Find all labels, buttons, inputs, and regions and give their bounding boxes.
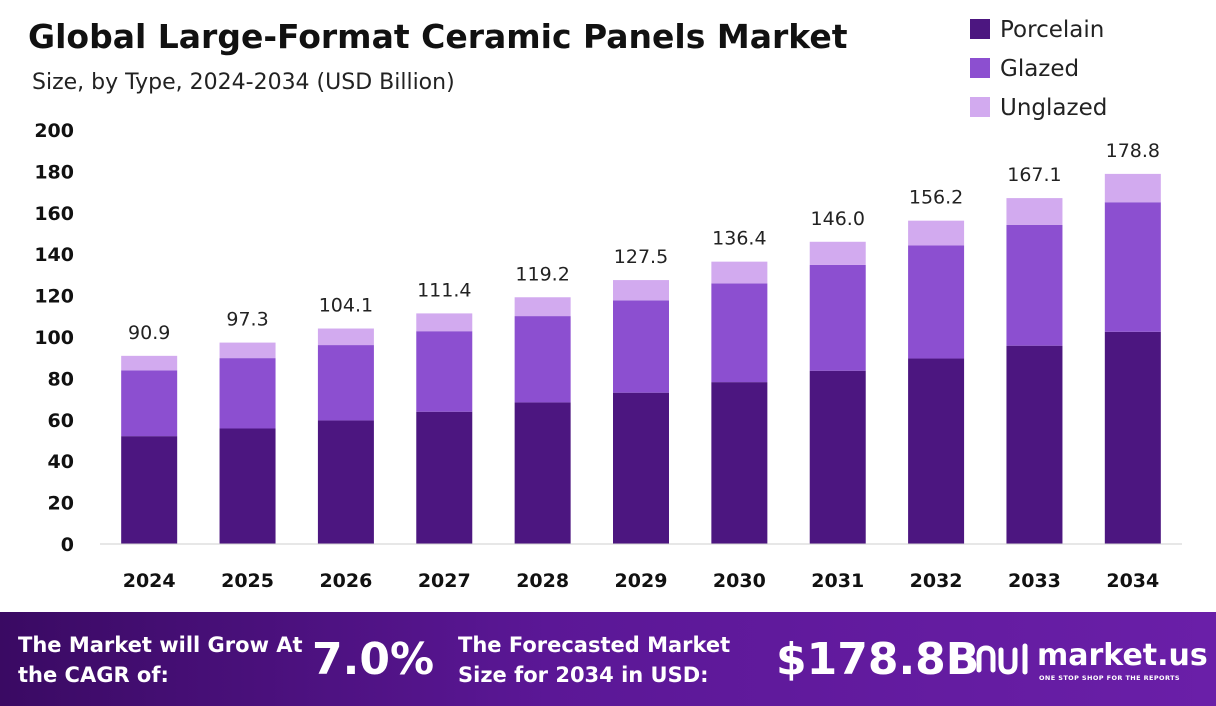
bar-glazed-2032 xyxy=(908,245,965,359)
bar-unglazed-2029 xyxy=(613,280,669,301)
total-label-2032: 156.2 xyxy=(909,187,963,209)
x-axis: 2024 2025 2026 2027 2028 2029 2030 2031 2032 2033… xyxy=(123,570,1160,592)
bar-unglazed-2033 xyxy=(1006,198,1063,225)
bar-unglazed-2024 xyxy=(121,355,178,371)
bar-porcelain-2025 xyxy=(219,428,276,544)
bar-porcelain-2030 xyxy=(711,382,768,544)
bar-porcelain-2034 xyxy=(1104,331,1161,544)
total-label-2028: 119.2 xyxy=(515,263,569,285)
y-tick-label: 20 xyxy=(48,493,74,515)
bar-glazed-2031 xyxy=(809,264,866,371)
bar-porcelain-2024 xyxy=(121,436,178,544)
bar-porcelain-2026 xyxy=(317,420,374,544)
total-label-2027: 111.4 xyxy=(417,279,471,301)
bar-unglazed-2030 xyxy=(711,261,768,284)
market-us-logo-icon xyxy=(976,643,1028,675)
bar-unglazed-2034 xyxy=(1104,173,1161,203)
bar-porcelain-2032 xyxy=(908,358,965,544)
x-tick-label: 2034 xyxy=(1106,570,1159,592)
bar-porcelain-2027 xyxy=(416,411,473,544)
bars xyxy=(121,173,1161,544)
total-label-2033: 167.1 xyxy=(1007,164,1061,186)
bar-glazed-2034 xyxy=(1104,202,1161,332)
cagr-value: 7.0% xyxy=(312,634,435,685)
bar-glazed-2029 xyxy=(613,300,669,393)
market-us-logo[interactable]: market.us ONE STOP SHOP FOR THE REPORTS xyxy=(975,638,1208,688)
chart-subtitle: Size, by Type, 2024-2034 (USD Billion) xyxy=(32,70,455,95)
bar-unglazed-2027 xyxy=(416,313,473,332)
legend-swatch-porcelain xyxy=(970,19,990,39)
total-label-2024: 90.9 xyxy=(128,322,170,344)
y-tick-label: 80 xyxy=(48,368,74,390)
bar-glazed-2030 xyxy=(711,283,768,383)
x-tick-label: 2030 xyxy=(713,570,766,592)
total-label-2030: 136.4 xyxy=(712,228,766,250)
x-tick-label: 2032 xyxy=(910,570,963,592)
y-tick-label: 200 xyxy=(34,120,74,142)
bar-porcelain-2031 xyxy=(809,370,866,544)
legend-label-unglazed: Unglazed xyxy=(1000,95,1107,121)
y-axis: 0 20 40 60 80 100 120 140 160 180 200 xyxy=(34,120,74,556)
bar-glazed-2024 xyxy=(121,370,178,437)
logo-tagline: ONE STOP SHOP FOR THE REPORTS xyxy=(1039,674,1180,682)
total-label-2031: 146.0 xyxy=(811,208,865,230)
bar-unglazed-2028 xyxy=(514,297,571,317)
x-tick-label: 2033 xyxy=(1008,570,1061,592)
bar-glazed-2027 xyxy=(416,331,473,412)
y-tick-label: 120 xyxy=(34,286,74,308)
forecast-value: $178.8B xyxy=(776,634,980,685)
x-tick-label: 2024 xyxy=(123,570,176,592)
y-tick-label: 40 xyxy=(48,451,74,473)
total-labels: 90.9 97.3 104.1 111.4 119.2 127.5 136.4 146.0 15… xyxy=(128,140,1160,344)
legend-label-glazed: Glazed xyxy=(1000,56,1079,82)
x-tick-label: 2028 xyxy=(516,570,569,592)
y-tick-label: 180 xyxy=(34,161,74,183)
total-label-2034: 178.8 xyxy=(1106,140,1160,162)
legend-swatch-unglazed xyxy=(970,97,990,117)
x-tick-label: 2027 xyxy=(418,570,471,592)
bar-porcelain-2028 xyxy=(514,402,571,544)
x-tick-label: 2029 xyxy=(615,570,668,592)
legend: Porcelain Glazed Unglazed xyxy=(970,17,1107,121)
bar-glazed-2025 xyxy=(219,358,276,429)
cagr-text: The Market will Grow At the CAGR of: xyxy=(18,633,303,687)
x-tick-label: 2025 xyxy=(221,570,274,592)
chart-title: Global Large-Format Ceramic Panels Marke… xyxy=(28,17,848,56)
bar-unglazed-2031 xyxy=(809,241,866,265)
y-tick-label: 140 xyxy=(34,244,74,266)
chart: Global Large-Format Ceramic Panels Marke… xyxy=(28,17,1182,592)
y-tick-label: 0 xyxy=(61,534,74,556)
bar-unglazed-2026 xyxy=(317,328,374,346)
legend-swatch-glazed xyxy=(970,58,990,78)
y-tick-label: 160 xyxy=(34,203,74,225)
logo-name: market.us xyxy=(1037,638,1208,673)
x-tick-label: 2031 xyxy=(811,570,864,592)
bar-glazed-2026 xyxy=(317,345,374,421)
total-label-2029: 127.5 xyxy=(614,246,668,268)
bar-porcelain-2033 xyxy=(1006,345,1063,544)
bar-porcelain-2029 xyxy=(613,392,669,544)
footer-banner: The Market will Grow At the CAGR of: 7.0… xyxy=(0,612,1216,706)
forecast-text: The Forecasted Market Size for 2034 in U… xyxy=(458,633,731,687)
total-label-2026: 104.1 xyxy=(319,295,373,317)
bar-unglazed-2032 xyxy=(908,220,965,246)
y-tick-label: 100 xyxy=(34,327,74,349)
bar-glazed-2033 xyxy=(1006,224,1063,346)
bar-glazed-2028 xyxy=(514,316,571,403)
total-label-2025: 97.3 xyxy=(226,309,268,331)
x-tick-label: 2026 xyxy=(319,570,372,592)
bar-unglazed-2025 xyxy=(219,342,276,359)
y-tick-label: 60 xyxy=(48,410,74,432)
legend-label-porcelain: Porcelain xyxy=(1000,17,1104,43)
